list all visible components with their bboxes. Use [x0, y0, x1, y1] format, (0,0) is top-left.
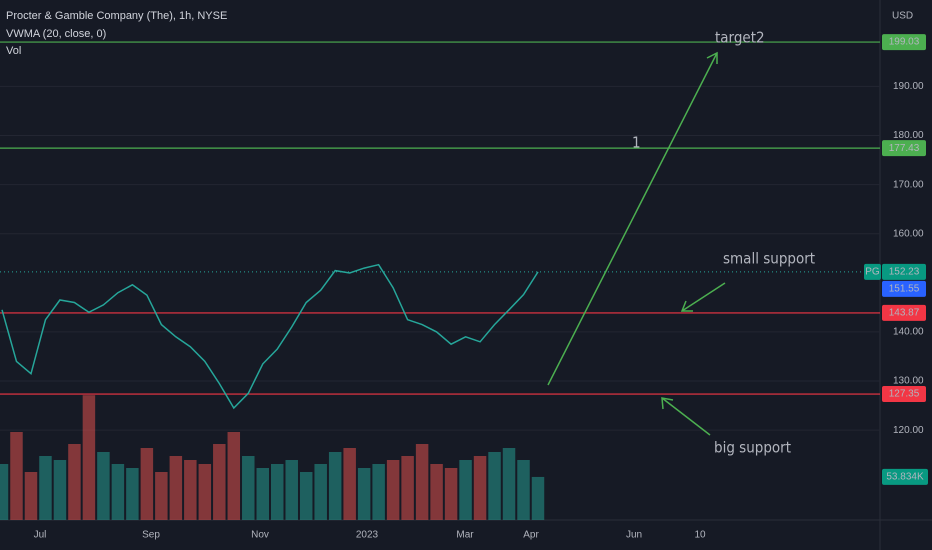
- volume-last-box: [882, 468, 928, 485]
- level-label-box: [882, 304, 926, 321]
- volume-bar: [444, 468, 458, 520]
- volume-bar: [213, 444, 226, 520]
- volume-bar: [82, 395, 96, 520]
- level-text: target2: [715, 29, 765, 47]
- arrow: [661, 397, 711, 436]
- volume-bar: [314, 464, 327, 520]
- volume-bar: [285, 460, 298, 520]
- title: Procter & Gamble Company (The), 1h, NYSE: [6, 10, 227, 22]
- x-tick-label: Nov: [251, 530, 269, 541]
- y-tick-label: 130.00: [893, 376, 924, 387]
- level-label: 199.03: [889, 37, 920, 48]
- level-label-box: [882, 34, 926, 51]
- volume-bar: [459, 460, 472, 520]
- level-label: 127.35: [889, 389, 920, 400]
- level-label-box: [882, 140, 926, 157]
- volume-bar: [140, 448, 154, 520]
- last-price-label: 152.23: [889, 267, 920, 278]
- x-tick-label: Jun: [626, 530, 642, 541]
- volume-bar: [430, 464, 443, 520]
- x-tick-label: Mar: [456, 530, 474, 541]
- volume-bar: [24, 472, 38, 520]
- vwma-label: 151.55: [889, 284, 920, 295]
- levels: target2 1 small support big support: [0, 29, 880, 457]
- volume-bar: [415, 444, 429, 520]
- volume-bar: [299, 472, 313, 520]
- volume-bar: [531, 476, 545, 520]
- level-label: 177.43: [889, 143, 920, 154]
- x-tick-label: Sep: [142, 530, 160, 541]
- grid: [0, 85, 880, 431]
- volume-bar: [184, 460, 197, 520]
- volume-bar: [155, 472, 168, 520]
- volume-bar: [169, 456, 183, 520]
- volume-bar: [357, 468, 371, 520]
- level-text: 1: [632, 134, 641, 152]
- y-tick-label: 120.00: [893, 425, 924, 436]
- price: [0, 263, 880, 410]
- x-tick-label: 10: [694, 530, 706, 541]
- last-price-box: [882, 263, 926, 280]
- arrow-head: [680, 300, 693, 312]
- volume-bar: [502, 448, 516, 520]
- volume-bar: [227, 432, 241, 520]
- y-tick-label: 140.00: [893, 327, 924, 338]
- arrow-head: [661, 397, 674, 410]
- ticker-box: [864, 263, 881, 280]
- x-tick-label: Apr: [523, 530, 539, 541]
- arrow-head: [706, 51, 718, 64]
- volume-bar: [271, 464, 284, 520]
- arrow: [681, 282, 726, 312]
- volume: [0, 395, 545, 520]
- x-tick-label: Jul: [34, 530, 47, 541]
- volume-bar: [198, 464, 212, 520]
- price-line: [1, 263, 539, 410]
- ticker: PG: [865, 267, 880, 278]
- volume-label: Vol: [6, 45, 21, 57]
- volume-bar: [343, 448, 356, 520]
- level-label-box: [882, 386, 926, 403]
- level-label: 143.87: [889, 308, 920, 319]
- y-tick-label: 170.00: [893, 179, 924, 190]
- volume-bar: [97, 452, 110, 520]
- volume-last-label: 53.834K: [886, 472, 924, 483]
- volume-bar: [111, 464, 125, 520]
- arrow: [547, 52, 718, 386]
- volume-bar: [386, 460, 400, 520]
- currency: USD: [892, 11, 913, 22]
- y-axis: 120.00 130.00 140.00 160.00 170.00 180.00 190.…: [34, 34, 928, 541]
- volume-bar: [328, 452, 342, 520]
- volume-bar: [39, 456, 52, 520]
- volume-bar: [53, 460, 67, 520]
- volume-bar: [473, 456, 487, 520]
- level-text: small support: [723, 250, 815, 268]
- indicator: VWMA (20, close, 0): [6, 28, 106, 40]
- y-tick-label: 180.00: [893, 130, 924, 141]
- volume-bar: [488, 452, 501, 520]
- volume-bar: [372, 464, 385, 520]
- volume-bar: [68, 444, 81, 520]
- level-text: big support: [714, 439, 791, 457]
- x-tick-label: 2023: [356, 530, 379, 541]
- y-tick-label: 160.00: [893, 228, 924, 239]
- volume-bar: [401, 456, 414, 520]
- y-tick-label: 190.00: [893, 81, 924, 92]
- volume-bar: [0, 464, 9, 520]
- volume-bar: [242, 456, 255, 520]
- vwma-box: [882, 280, 926, 297]
- volume-bar: [10, 432, 23, 520]
- volume-bar: [517, 460, 530, 520]
- arrows: [547, 51, 726, 436]
- volume-bar: [126, 468, 139, 520]
- volume-bar: [256, 468, 269, 520]
